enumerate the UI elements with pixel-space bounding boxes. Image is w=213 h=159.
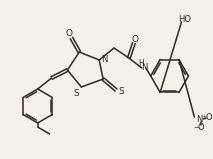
Text: N: N xyxy=(101,55,107,65)
Text: O: O xyxy=(197,124,204,132)
Text: O: O xyxy=(66,30,73,38)
Text: −: − xyxy=(193,125,199,131)
Text: N: N xyxy=(196,114,203,124)
Text: +: + xyxy=(202,114,207,118)
Text: S: S xyxy=(118,87,124,97)
Text: N: N xyxy=(142,62,148,72)
Text: S: S xyxy=(73,89,79,97)
Text: O: O xyxy=(131,35,138,44)
Text: HO: HO xyxy=(178,14,191,24)
Text: H: H xyxy=(138,59,144,68)
Text: O: O xyxy=(206,114,213,122)
